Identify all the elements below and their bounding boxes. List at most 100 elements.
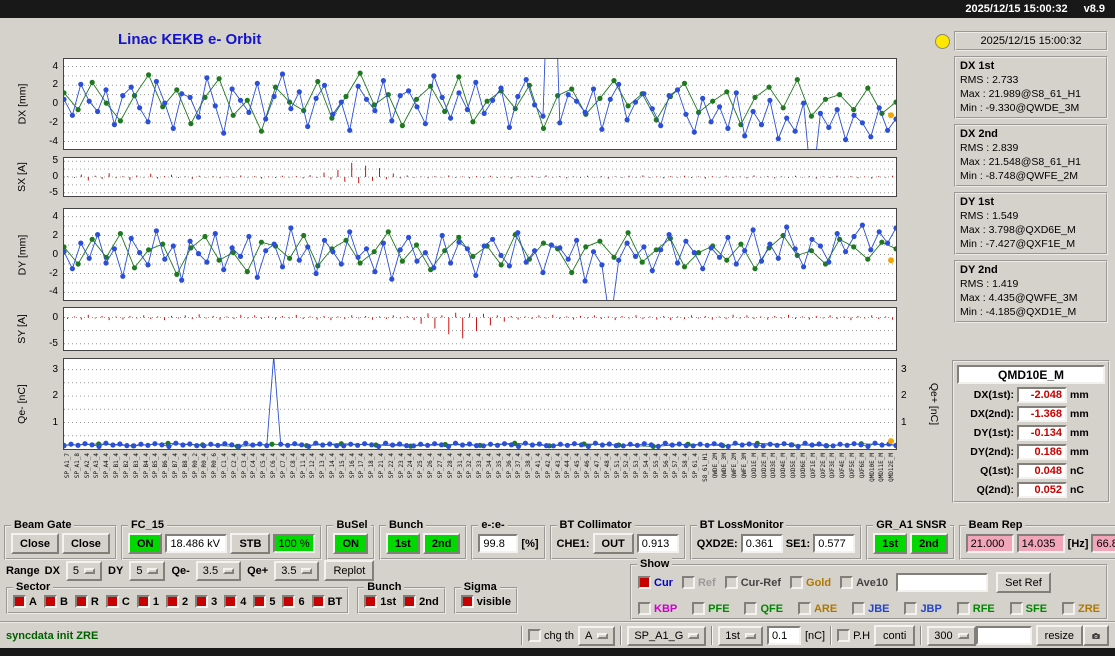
se1-value-field[interactable]	[813, 534, 856, 553]
checkbox[interactable]	[74, 595, 88, 608]
fc15-percent-field[interactable]	[273, 534, 316, 553]
ee-ratio-field[interactable]	[478, 534, 519, 553]
sector-5[interactable]: 5	[253, 595, 275, 608]
sector-3[interactable]: 3	[195, 595, 217, 608]
beam-gate-close-button-2[interactable]: Close	[61, 533, 110, 554]
checkbox[interactable]	[105, 595, 119, 608]
checkbox[interactable]	[282, 595, 296, 608]
checkbox[interactable]	[165, 595, 179, 608]
fc15-on-button[interactable]: ON	[127, 533, 163, 554]
checkbox[interactable]	[724, 576, 738, 589]
beam-rep-value-3[interactable]	[1091, 534, 1115, 553]
checkbox[interactable]	[43, 595, 57, 608]
checkbox[interactable]	[797, 602, 811, 615]
sector-2[interactable]: 2	[165, 595, 188, 608]
show-region-toggle-zre[interactable]: ZRE	[1061, 602, 1100, 615]
beam-rep-value-1[interactable]	[965, 534, 1014, 553]
checkbox[interactable]	[790, 576, 804, 589]
busel-on-button[interactable]: ON	[333, 533, 368, 554]
ph-checkbox-box[interactable]	[837, 629, 851, 642]
beam-gate-close-button-1[interactable]: Close	[11, 533, 59, 554]
range-select-2[interactable]: 3.5	[195, 560, 242, 581]
fc15-stb-button[interactable]: STB	[230, 533, 271, 554]
stat-box-title: DY 2nd	[960, 264, 998, 276]
checkbox[interactable]	[1061, 602, 1075, 615]
show-frame-label: Show	[637, 558, 673, 572]
sector-b[interactable]: B	[43, 595, 68, 608]
show-toggle-cur-ref[interactable]: Cur-Ref	[724, 576, 781, 589]
bunch-2nd[interactable]: 2nd	[403, 595, 439, 608]
checkbox[interactable]	[253, 595, 267, 608]
bpm-select[interactable]: SP_A1_G	[627, 625, 707, 646]
show-region-toggle-sfe[interactable]: SFE	[1009, 602, 1047, 615]
ref-name-input[interactable]	[896, 573, 989, 592]
screenshot-button[interactable]	[1083, 625, 1109, 646]
show-region-toggle-jbe[interactable]: JBE	[852, 602, 890, 615]
sector-a[interactable]: A	[13, 595, 37, 608]
range-select-3[interactable]: 3.5	[274, 560, 320, 581]
checkbox[interactable]	[638, 602, 651, 615]
resize-button[interactable]: resize	[1035, 625, 1083, 646]
show-region-toggle-jbp[interactable]: JBP	[904, 602, 942, 615]
sector-4[interactable]: 4	[224, 595, 246, 608]
checkbox[interactable]	[13, 595, 26, 608]
checkbox[interactable]	[460, 595, 474, 608]
threshold-input[interactable]	[766, 626, 801, 645]
checkbox[interactable]	[638, 576, 651, 589]
checkbox[interactable]	[681, 576, 695, 589]
count-select[interactable]: 300	[927, 625, 976, 646]
bunch-1st-button[interactable]: 1st	[385, 533, 420, 554]
sigma-visible[interactable]: visible	[460, 595, 511, 608]
checkbox[interactable]	[311, 595, 325, 608]
show-region-toggle-rfe[interactable]: RFE	[956, 602, 995, 615]
conti-button[interactable]: conti	[874, 625, 916, 646]
sector-r[interactable]: R	[74, 595, 99, 608]
checkbox[interactable]	[852, 602, 866, 615]
checkbox[interactable]	[195, 595, 209, 608]
chg-th-checkbox[interactable]: chg th	[528, 629, 574, 642]
range-select-0[interactable]: 5	[65, 560, 103, 581]
sector-bt[interactable]: BT	[311, 595, 342, 608]
show-region-toggle-are[interactable]: ARE	[797, 602, 837, 615]
checkbox[interactable]	[904, 602, 918, 615]
bunch-select[interactable]: 1st	[718, 625, 763, 646]
checkbox[interactable]	[364, 595, 378, 608]
sector-c[interactable]: C	[105, 595, 130, 608]
set-ref-button[interactable]: Set Ref	[996, 572, 1051, 593]
gr-snsr-2nd-button[interactable]: 2nd	[910, 533, 948, 554]
sector-6[interactable]: 6	[282, 595, 305, 608]
bpm-label: SP_22_4	[387, 453, 395, 479]
ee-ratio-unit-label: [%]	[521, 537, 539, 550]
show-toggle-cur[interactable]: Cur	[638, 576, 673, 589]
chg-th-checkbox-box[interactable]	[528, 629, 542, 642]
show-region-toggle-pfe[interactable]: PFE	[692, 602, 730, 615]
aux-input[interactable]	[975, 626, 1032, 645]
checkbox[interactable]	[840, 576, 854, 589]
che1-out-button[interactable]: OUT	[592, 533, 634, 554]
sector-select[interactable]: A	[577, 625, 616, 646]
bunch-2nd-button[interactable]: 2nd	[422, 533, 461, 554]
ph-checkbox[interactable]: P.H	[837, 629, 870, 642]
checkbox[interactable]	[692, 602, 706, 615]
show-region-toggle-kbp[interactable]: KBP	[638, 602, 677, 615]
replot-button[interactable]: Replot	[324, 560, 375, 581]
che1-value-field[interactable]	[636, 534, 679, 553]
range-select-1[interactable]: 5	[129, 560, 166, 581]
checkbox[interactable]	[136, 595, 150, 608]
beam-rep-value-2[interactable]	[1016, 534, 1065, 553]
show-toggle-ave10[interactable]: Ave10	[840, 576, 888, 589]
gr-snsr-1st-button[interactable]: 1st	[873, 533, 908, 554]
checkbox[interactable]	[224, 595, 238, 608]
qxd2e-value-field[interactable]	[740, 534, 783, 553]
checkbox[interactable]	[1009, 602, 1023, 615]
show-region-toggle-qfe[interactable]: QFE	[744, 602, 783, 615]
show-toggle-ref[interactable]: Ref	[681, 576, 716, 589]
checkbox[interactable]	[744, 602, 758, 615]
bunch-1st[interactable]: 1st	[364, 595, 396, 608]
show-toggle-gold[interactable]: Gold	[790, 576, 831, 589]
se1-label: SE1:	[785, 537, 811, 550]
fc15-kv-field[interactable]	[165, 534, 228, 553]
sector-1[interactable]: 1	[136, 595, 159, 608]
checkbox[interactable]	[403, 595, 417, 608]
checkbox[interactable]	[956, 602, 970, 615]
